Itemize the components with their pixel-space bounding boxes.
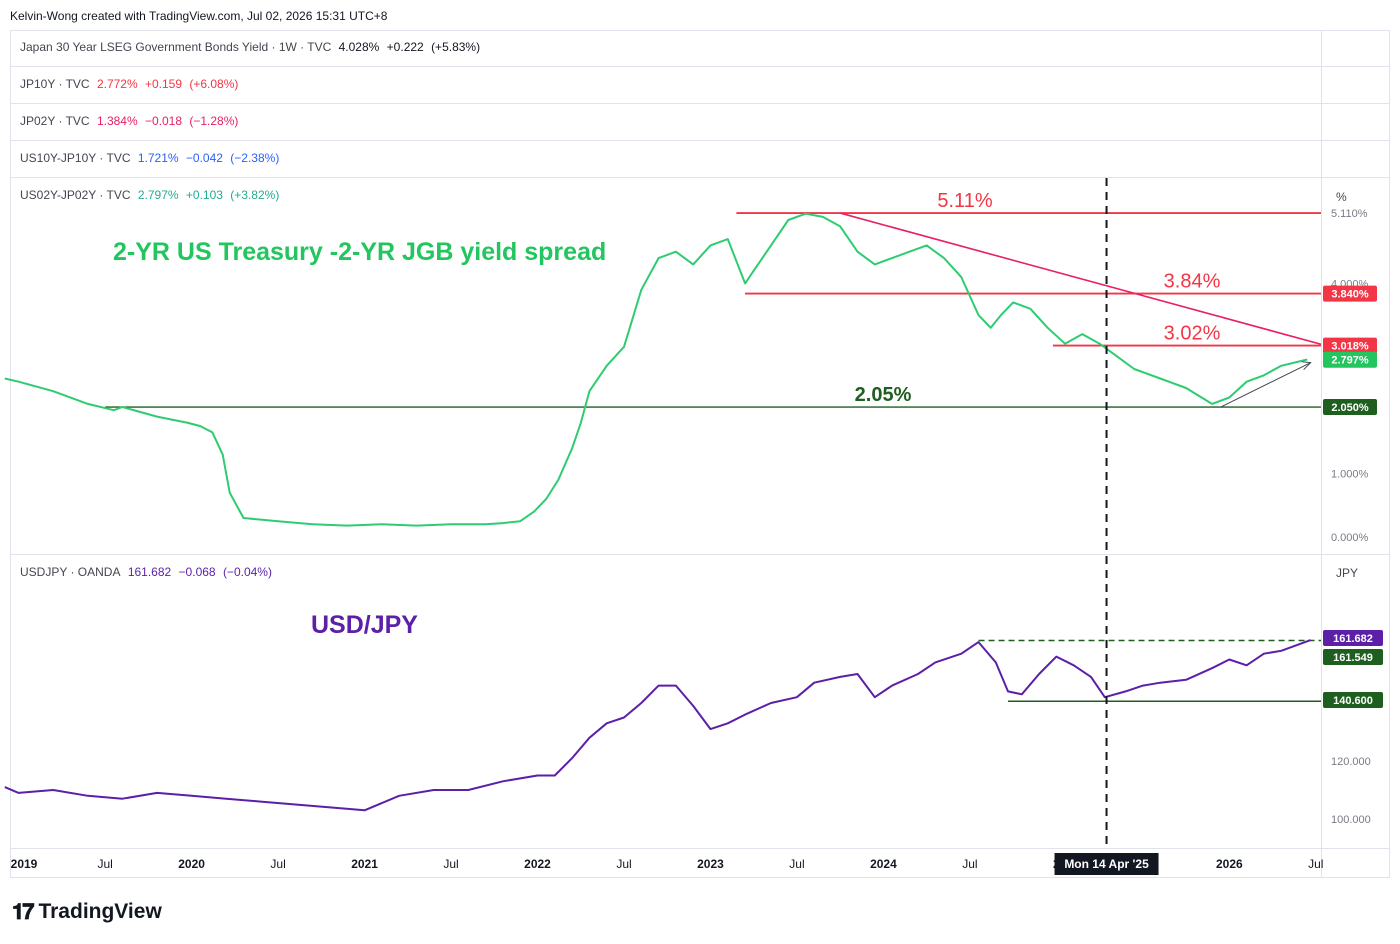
time-tick-label: 2022 [524,857,551,871]
price-label: 2.797% [1331,355,1369,367]
level-annotation: 2.05% [855,384,912,406]
price-label-bg [1323,337,1377,354]
price-label: 3.840% [1331,289,1369,301]
legend-value: 4.028% [338,40,380,54]
legend-change: −0.018 [144,114,183,128]
legend-symbol: US10Y-JP10Y · TVC [20,151,131,165]
price-tick-label: 5.110% [1331,208,1368,220]
time-tick-label: Jul [270,857,285,871]
time-tick-label: Jul [789,857,804,871]
price-axis-unit[interactable]: % [1336,190,1347,204]
legend-value: 161.682 [127,565,172,579]
pane-divider [10,103,1390,104]
legend-change: +0.222 [386,40,424,54]
price-tick-label: 1.000% [1331,469,1369,481]
price-label: 140.600 [1333,695,1373,707]
price-axis-divider [1321,30,1322,878]
price-label-bg [1323,692,1383,708]
legend-pct: (−0.04%) [222,565,272,579]
price-tick-label: 0.000% [1331,532,1369,544]
price-label-bg [1323,399,1377,416]
level-annotation: 3.84% [1164,271,1221,293]
usdjpy-title: USD/JPY [311,611,418,639]
legend-change: −0.068 [178,565,216,579]
level-annotation: 3.02% [1164,323,1221,345]
time-tick-label: 2023 [697,857,724,871]
price-label-bg [1323,649,1383,665]
legend-pct: (−1.28%) [189,114,239,128]
pane-divider [10,177,1390,178]
time-axis-divider [10,848,1390,849]
tradingview-wordmark: TradingView [38,900,162,923]
legend-symbol: USDJPY · OANDA [20,565,121,579]
legend-value: 1.384% [96,114,138,128]
time-tick-label: 2019 [11,857,38,871]
time-tick-label: 2020 [178,857,205,871]
price-label: 2.050% [1331,402,1369,414]
price-label-bg [1323,351,1377,368]
chart-frame [10,30,1390,878]
level-annotation: 5.11% [937,190,992,212]
legend-symbol: JP02Y · TVC [20,114,90,128]
price-tick-label: 120.000 [1331,756,1371,768]
time-tick-label: Jul [962,857,977,871]
legend-usdjpy[interactable]: USDJPY · OANDA 161.682 −0.068 (−0.04%) [20,565,276,579]
trendline [1220,362,1311,408]
spread-title: 2-YR US Treasury -2-YR JGB yield spread [113,238,607,266]
legend-pct: (+3.82%) [230,188,280,202]
time-tick-label: 2021 [351,857,378,871]
time-tick-label: Jul [1308,857,1323,871]
tradingview-icon: 𝟏𝟕 [12,899,35,924]
legend-pct: (−2.38%) [230,151,280,165]
price-tick-label: 100.000 [1331,814,1371,826]
legend-symbol: Japan 30 Year LSEG Government Bonds Yiel… [20,40,332,54]
legend-symbol: US02Y-JP02Y · TVC [20,188,131,202]
trendline [839,212,1322,346]
time-tick-label: 2024 [870,857,897,871]
legend-jp02y[interactable]: JP02Y · TVC 1.384% −0.018 (−1.28%) [20,114,242,128]
pane-divider [10,140,1390,141]
legend-value: 2.797% [137,188,179,202]
time-tick-label: Jul [616,857,631,871]
trend-arrow-head [1300,361,1312,371]
crosshair-date-bg [1054,853,1159,875]
pane-divider [10,554,1390,555]
price-label: 3.018% [1331,341,1369,353]
chart-credit: Kelvin-Wong created with TradingView.com… [10,9,388,23]
legend-us10y-jp10y[interactable]: US10Y-JP10Y · TVC 1.721% −0.042 (−2.38%) [20,151,283,165]
legend-symbol: JP10Y · TVC [20,77,90,91]
spread-series-line [4,212,1308,527]
usdjpy-series-line [4,639,1311,812]
legend-change: +0.103 [185,188,223,202]
legend-change: +0.159 [144,77,183,91]
price-label-bg [1323,285,1377,302]
tradingview-logo: 𝟏𝟕 TradingView [12,899,162,925]
crosshair-date-label: Mon 14 Apr '25 [1064,857,1149,871]
price-label-bg [1323,630,1383,646]
time-tick-label: 2026 [1216,857,1243,871]
legend-change: −0.042 [185,151,223,165]
legend-value: 1.721% [137,151,179,165]
legend-jp30y[interactable]: Japan 30 Year LSEG Government Bonds Yiel… [20,40,484,54]
price-label: 161.682 [1333,633,1373,645]
legend-us02y-jp02y[interactable]: US02Y-JP02Y · TVC 2.797% +0.103 (+3.82%) [20,188,283,202]
pane-divider [10,66,1390,67]
time-tick-label: Jul [443,857,458,871]
price-label: 161.549 [1333,652,1373,664]
legend-pct: (+6.08%) [189,77,239,91]
price-axis-unit[interactable]: JPY [1336,566,1359,580]
time-tick-label: Jul [97,857,112,871]
legend-jp10y[interactable]: JP10Y · TVC 2.772% +0.159 (+6.08%) [20,77,242,91]
legend-pct: (+5.83%) [431,40,481,54]
legend-value: 2.772% [96,77,138,91]
